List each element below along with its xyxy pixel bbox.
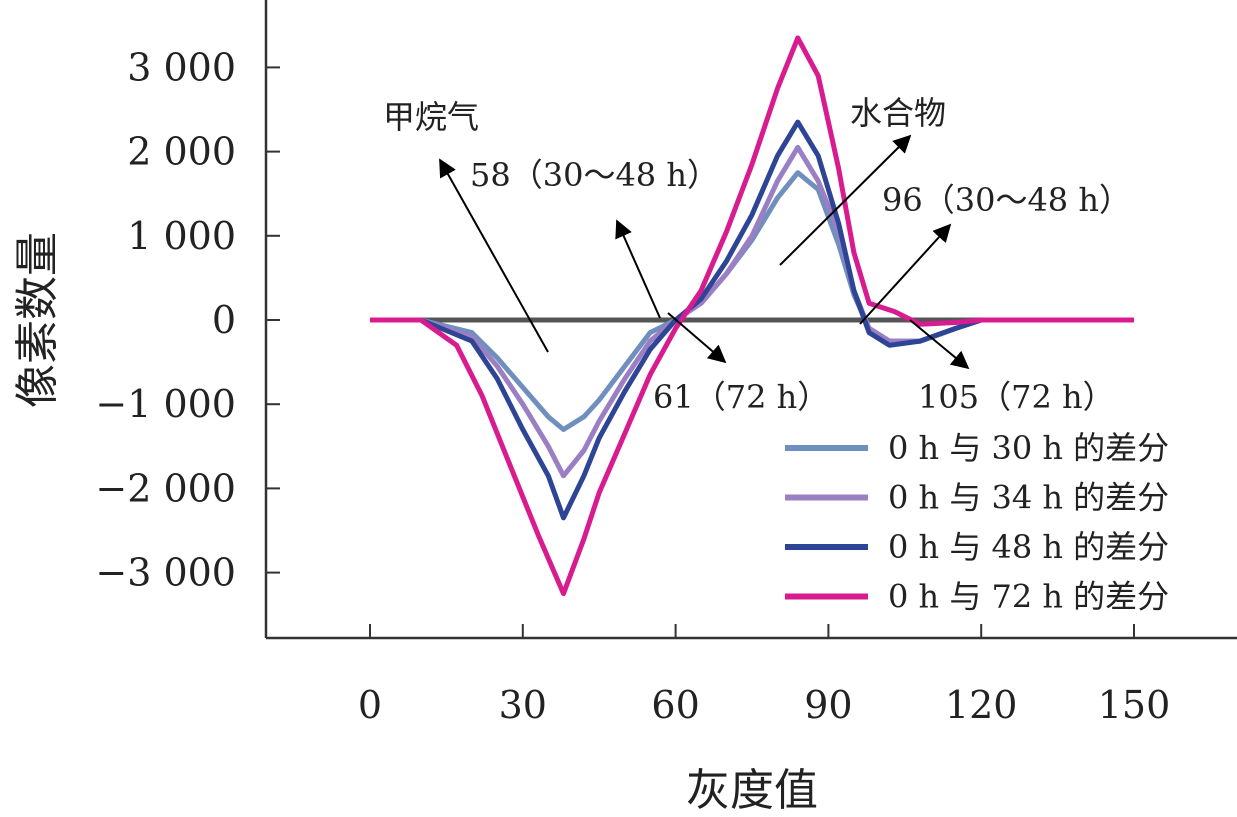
annotation-96: 96（30～48 h） [882,181,1131,219]
annotation-arrows [439,134,970,370]
arrow-58 [615,219,661,319]
y-tick-label: −3 000 [95,551,236,595]
series-line-3 [370,119,1134,521]
x-tick-label: 60 [651,683,699,727]
x-tick-label: 120 [945,683,1018,727]
y-tick-label: 2 000 [127,130,236,174]
methane-arrow [439,158,549,353]
arrow-105 [909,319,970,370]
x-tick-label: 0 [358,683,382,727]
x-axis-ticks: 0 30 60 90 120 150 [358,624,1170,727]
y-tick-label: 0 [212,298,236,342]
series-line-4 [370,35,1134,597]
arrow-61 [667,312,727,364]
legend: 0 h 与 30 h 的差分 0 h 与 34 h 的差分 0 h 与 48 h 的… [785,429,1169,616]
annotation-105: 105（72 h） [918,378,1115,416]
x-tick-label: 90 [804,683,852,727]
methane-label: 甲烷气 [383,98,479,136]
legend-label: 0 h 与 34 h 的差分 [888,479,1169,517]
x-tick-label: 30 [499,683,547,727]
annotation-58: 58（30～48 h） [470,156,719,194]
hydrate-arrow [779,134,912,266]
legend-label: 0 h 与 30 h 的差分 [888,429,1169,467]
x-tick-label: 150 [1098,683,1171,727]
y-tick-label: 1 000 [127,214,236,258]
y-tick-label: 3 000 [127,45,236,89]
series-lines [370,35,1134,597]
legend-label: 0 h 与 48 h 的差分 [888,528,1169,566]
legend-label: 0 h 与 72 h 的差分 [888,578,1169,616]
arrow-96 [859,223,952,325]
hydrate-label: 水合物 [850,94,946,132]
y-tick-label: −2 000 [95,466,236,510]
y-axis-ticks: 3 000 2 000 1 000 0 −1 000 −2 000 −3 000 [95,45,280,595]
x-axis-title: 灰度值 [686,765,818,816]
annotation-61: 61（72 h） [653,378,829,416]
y-tick-label: −1 000 [95,382,236,426]
y-axis-title: 像素数量 [12,232,63,408]
